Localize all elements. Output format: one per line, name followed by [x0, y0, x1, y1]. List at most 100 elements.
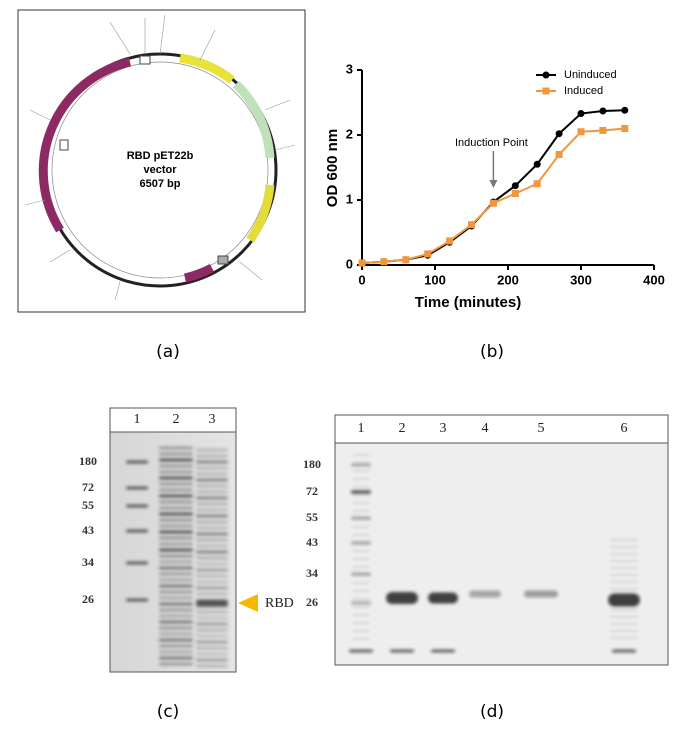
data-point	[511, 182, 519, 190]
feature-arc	[246, 184, 275, 243]
gel-band	[610, 637, 638, 639]
marker-label: 72	[82, 480, 94, 494]
gel-band	[352, 462, 370, 464]
feature-arc	[183, 263, 215, 283]
x-tick-label: 0	[358, 272, 365, 287]
gel-band	[352, 590, 370, 592]
gel-band	[608, 593, 640, 607]
gel-band	[196, 466, 228, 470]
gel-band	[196, 652, 228, 656]
gel-band	[352, 542, 370, 544]
plasmid-name: RBD pET22b	[127, 150, 194, 162]
gel-band	[196, 640, 228, 644]
lane-label: 1	[358, 421, 365, 436]
marker-label: 34	[82, 555, 94, 569]
gel-band	[159, 554, 193, 558]
growth-chart: Time (minutes) OD 600 nm 0 100 200 300 400 0 1…	[324, 61, 665, 311]
gel-band	[196, 556, 228, 560]
marker-label: 180	[79, 454, 97, 468]
gel-band	[610, 616, 638, 618]
gel-band	[159, 590, 193, 594]
gel-band	[610, 574, 638, 576]
gel-band	[196, 616, 228, 620]
gel-band	[159, 476, 193, 480]
legend-label: Induced	[564, 85, 603, 97]
data-point	[468, 221, 475, 229]
gel-band	[352, 518, 370, 520]
gel-band	[610, 623, 638, 625]
gel-band	[352, 510, 370, 512]
gel-band	[159, 470, 193, 474]
annotation-arrowhead	[489, 180, 498, 188]
data-point	[621, 125, 629, 132]
gel-band	[126, 529, 148, 533]
marker-label: 180	[303, 457, 321, 471]
gel-band	[196, 610, 228, 614]
data-point	[621, 106, 629, 114]
gel-band	[159, 644, 193, 648]
plasmid-line2: vector	[143, 164, 177, 176]
data-point	[599, 107, 607, 115]
gel-band	[352, 470, 370, 472]
feature-box	[217, 255, 229, 265]
y-axis-label: OD 600 nm	[324, 129, 341, 207]
gel-band	[159, 626, 193, 630]
plasmid-size: 6507 bp	[140, 178, 181, 190]
lane-label: 4	[482, 421, 489, 436]
gel-band	[196, 600, 228, 606]
panel-label: (b)	[480, 342, 504, 362]
legend-label: Uninduced	[564, 69, 617, 81]
gel-band	[196, 658, 228, 662]
gel-band	[196, 490, 228, 494]
gel-band	[159, 500, 193, 504]
gel-band	[196, 538, 228, 542]
gel-band	[159, 578, 193, 582]
gel-band	[352, 534, 370, 536]
gel-band	[196, 580, 228, 584]
gel-band	[159, 512, 193, 516]
marker-label: 55	[306, 510, 318, 524]
panel-label: (a)	[156, 342, 180, 362]
lane-label: 2	[173, 412, 180, 427]
gel-band	[196, 550, 228, 554]
gel-band	[610, 630, 638, 632]
gel-band	[351, 463, 371, 467]
gel-band	[352, 494, 370, 496]
gel-band	[126, 504, 148, 508]
gel-band	[159, 650, 193, 654]
gel-band	[196, 532, 228, 536]
y-tick-label: 1	[346, 191, 353, 206]
gel-band	[390, 649, 414, 653]
x-tick-label: 300	[570, 272, 592, 287]
gel-band	[196, 502, 228, 506]
gel-band	[159, 494, 193, 498]
lane-label: 1	[134, 412, 141, 427]
gel-band	[159, 446, 193, 450]
gel-band	[159, 506, 193, 510]
feature-arc	[38, 57, 132, 233]
gel-band	[352, 454, 370, 456]
feature-box	[139, 55, 151, 65]
gel-band	[196, 586, 228, 590]
rbd-arrow	[238, 594, 258, 612]
lane-label: 5	[538, 421, 545, 436]
gel-band	[126, 486, 148, 490]
gel-band	[524, 590, 558, 598]
gel-band	[196, 496, 228, 500]
lane-label: 3	[209, 412, 216, 427]
gel-band	[159, 542, 193, 546]
gel-band	[352, 486, 370, 488]
gel-band	[159, 524, 193, 528]
data-point	[424, 250, 432, 258]
gel-band	[351, 490, 371, 494]
gel-band	[159, 572, 193, 576]
y-tick-label: 3	[346, 61, 353, 76]
gel-band	[159, 548, 193, 552]
gel-band	[428, 592, 458, 604]
marker-label: 72	[306, 484, 318, 498]
gel-band	[126, 460, 148, 464]
gel-band	[610, 567, 638, 569]
gel-band	[196, 514, 228, 518]
gel-band	[126, 598, 148, 602]
